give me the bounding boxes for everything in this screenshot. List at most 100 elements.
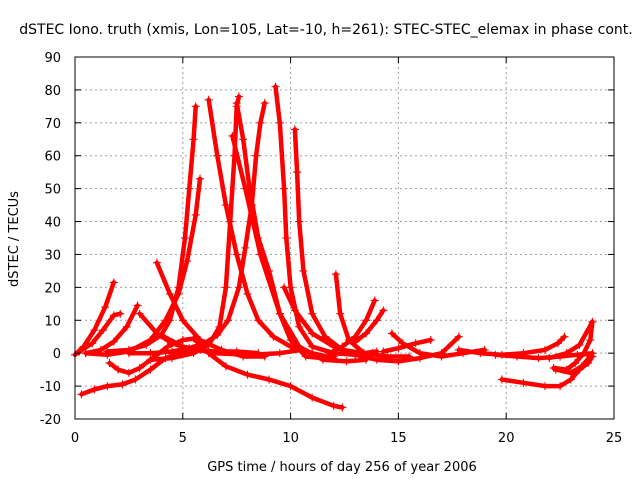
data-point bbox=[103, 347, 112, 356]
data-point bbox=[189, 135, 198, 144]
data-point bbox=[271, 82, 280, 91]
data-point bbox=[146, 355, 155, 364]
data-point bbox=[204, 95, 213, 104]
data-point bbox=[586, 336, 595, 345]
data-point bbox=[109, 278, 118, 287]
data-point bbox=[398, 339, 407, 348]
data-point bbox=[275, 309, 284, 318]
data-point bbox=[342, 357, 351, 366]
data-point bbox=[152, 258, 161, 267]
data-point bbox=[415, 349, 424, 358]
data-point bbox=[454, 345, 463, 354]
data-point bbox=[256, 250, 265, 259]
y-tick-label: 10 bbox=[44, 314, 61, 329]
data-point bbox=[180, 234, 189, 242]
data-point bbox=[221, 283, 230, 292]
data-point bbox=[178, 342, 187, 351]
data-point bbox=[133, 301, 142, 310]
data-point bbox=[275, 118, 284, 127]
data-point bbox=[221, 201, 230, 210]
data-point bbox=[351, 350, 360, 359]
data-point bbox=[146, 365, 155, 374]
data-point bbox=[362, 316, 371, 325]
data-point bbox=[282, 234, 291, 242]
data-point bbox=[241, 184, 250, 193]
data-point bbox=[243, 289, 252, 298]
series-line bbox=[273, 84, 375, 358]
data-point bbox=[405, 352, 414, 361]
data-point bbox=[90, 385, 99, 394]
x-axis-label: GPS time / hours of day 256 of year 2006 bbox=[207, 460, 477, 475]
data-point bbox=[260, 99, 269, 108]
series-line bbox=[148, 94, 242, 363]
series-pass-7 bbox=[103, 102, 200, 356]
data-point bbox=[362, 329, 371, 338]
data-point bbox=[308, 309, 317, 318]
data-point bbox=[213, 151, 222, 160]
data-point bbox=[234, 92, 243, 101]
data-point bbox=[75, 347, 84, 356]
data-point bbox=[114, 365, 123, 374]
data-point bbox=[379, 306, 388, 315]
y-tick-label: 60 bbox=[44, 150, 61, 165]
data-point bbox=[88, 339, 97, 348]
data-point bbox=[168, 354, 177, 363]
data-point bbox=[254, 316, 263, 325]
y-tick-label: 40 bbox=[44, 216, 61, 231]
data-point bbox=[109, 337, 118, 346]
data-point bbox=[512, 352, 521, 361]
data-point bbox=[295, 217, 304, 226]
plot-frame bbox=[74, 56, 615, 420]
data-point bbox=[256, 118, 265, 127]
data-point bbox=[519, 378, 528, 387]
y-tick-label: 90 bbox=[44, 51, 61, 66]
data-point bbox=[394, 344, 403, 353]
data-point bbox=[299, 266, 308, 275]
data-point bbox=[131, 375, 140, 384]
data-point bbox=[215, 322, 224, 331]
series-pass-20 bbox=[325, 296, 379, 358]
data-point bbox=[411, 339, 420, 348]
x-tick-label: 20 bbox=[498, 431, 515, 446]
data-point bbox=[437, 352, 446, 361]
data-point bbox=[370, 296, 379, 305]
series-line bbox=[353, 308, 386, 344]
data-point bbox=[325, 349, 334, 358]
x-tick-label: 0 bbox=[71, 431, 79, 446]
data-point bbox=[116, 309, 125, 318]
y-axis-ticks: -20 -10 0 10 20 30 40 50 60 70 80 90 bbox=[40, 51, 614, 428]
data-point bbox=[541, 345, 550, 354]
series-pass-19 bbox=[157, 331, 306, 359]
series-line bbox=[547, 319, 595, 361]
data-point bbox=[295, 322, 304, 331]
data-point bbox=[497, 375, 506, 384]
data-point bbox=[183, 257, 192, 266]
data-point bbox=[77, 390, 86, 399]
data-point bbox=[135, 363, 144, 372]
data-point bbox=[566, 368, 575, 377]
data-point bbox=[221, 362, 230, 371]
chart-title: dSTEC Iono. truth (xmis, Lon=105, Lat=-1… bbox=[19, 22, 632, 38]
data-point bbox=[124, 349, 133, 358]
series-pass-22 bbox=[351, 306, 388, 346]
data-point bbox=[331, 270, 340, 279]
data-point bbox=[196, 174, 205, 183]
data-point bbox=[426, 336, 435, 345]
data-point bbox=[135, 309, 144, 318]
data-point bbox=[122, 322, 131, 331]
data-point bbox=[308, 342, 317, 351]
data-point bbox=[383, 352, 392, 361]
data-point bbox=[265, 375, 274, 384]
data-point bbox=[165, 289, 174, 298]
data-point bbox=[318, 355, 327, 364]
data-point bbox=[280, 184, 289, 193]
x-axis-ticks: 0 5 10 15 20 25 bbox=[71, 57, 622, 446]
data-point bbox=[297, 345, 306, 354]
data-point bbox=[454, 332, 463, 341]
y-tick-label: -10 bbox=[40, 380, 61, 395]
data-point bbox=[165, 316, 174, 325]
data-point bbox=[118, 380, 127, 389]
data-point bbox=[286, 382, 295, 391]
x-tick-label: 10 bbox=[282, 431, 299, 446]
data-point bbox=[577, 362, 586, 371]
